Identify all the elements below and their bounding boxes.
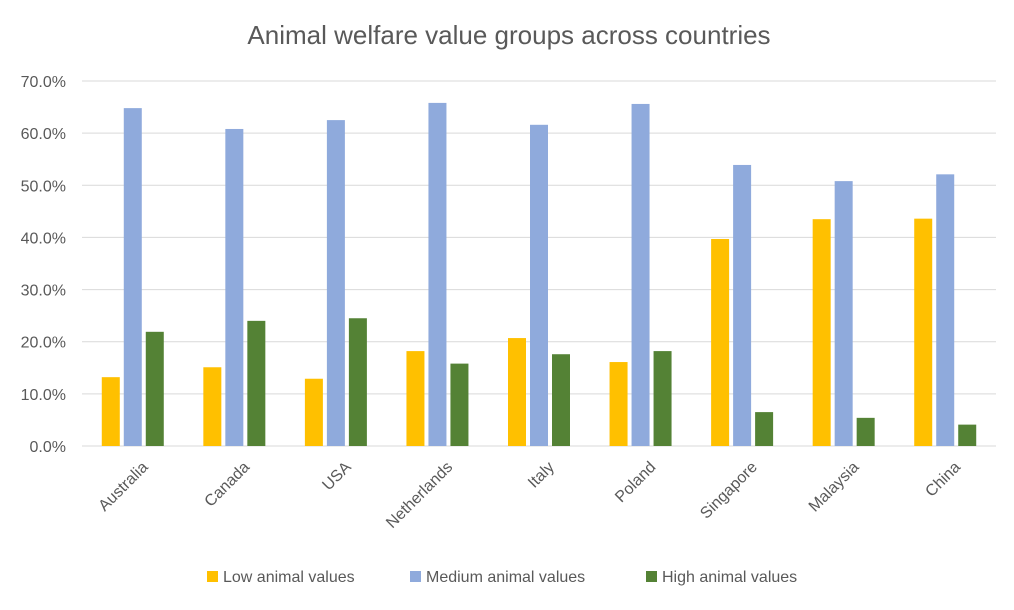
y-tick-label: 70.0% <box>21 74 66 91</box>
bar <box>711 238 730 446</box>
bars <box>101 102 977 447</box>
y-tick-label: 60.0% <box>21 126 66 143</box>
bar <box>834 181 853 446</box>
legend-swatch <box>646 571 657 582</box>
bar <box>958 424 977 446</box>
y-axis-ticks: 0.0% 10.0% 20.0% 30.0% 40.0% 50.0% 60.0% 70.0% <box>21 74 66 456</box>
x-category-label: Australia <box>96 459 152 515</box>
legend-label: High animal values <box>662 569 797 586</box>
bar <box>225 128 244 446</box>
bar <box>936 174 955 447</box>
bar <box>609 362 628 446</box>
bar <box>203 367 222 446</box>
bar <box>733 164 752 446</box>
y-tick-label: 50.0% <box>21 178 66 195</box>
bar <box>653 351 672 446</box>
x-category-label: Singapore <box>697 459 761 523</box>
x-category-label: Italy <box>525 459 558 492</box>
bar <box>856 417 875 446</box>
bar <box>428 102 447 447</box>
legend-label: Low animal values <box>223 569 355 586</box>
y-tick-label: 30.0% <box>21 283 66 300</box>
bar <box>348 318 367 446</box>
bar <box>755 412 774 446</box>
x-axis-labels: Australia Canada USA Netherlands Italy Poland… <box>96 459 965 532</box>
y-tick-label: 0.0% <box>30 439 66 456</box>
bar <box>406 351 425 446</box>
bar <box>530 124 548 447</box>
bar <box>552 354 570 446</box>
y-tick-label: 20.0% <box>21 335 66 352</box>
x-category-label: China <box>922 459 964 501</box>
legend-label: Medium animal values <box>426 569 585 586</box>
legend-swatch <box>410 571 421 582</box>
bar <box>914 218 933 446</box>
bar <box>812 219 831 446</box>
bar <box>450 363 469 446</box>
y-tick-label: 40.0% <box>21 230 66 247</box>
x-category-label: Poland <box>612 459 659 506</box>
bar <box>123 108 142 446</box>
y-tick-label: 10.0% <box>21 387 66 404</box>
legend: Low animal values Medium animal values Hig… <box>207 569 797 586</box>
bar <box>101 377 120 446</box>
x-category-label: Netherlands <box>383 459 456 532</box>
x-category-label: Canada <box>202 459 254 511</box>
bar <box>631 103 650 446</box>
x-category-label: USA <box>319 459 355 495</box>
chart-title: Animal welfare value groups across count… <box>247 20 770 50</box>
bar <box>326 120 345 446</box>
x-category-label: Malaysia <box>806 459 863 516</box>
bar <box>145 331 164 446</box>
bar <box>508 338 526 446</box>
bar <box>304 378 323 446</box>
legend-swatch <box>207 571 218 582</box>
bar <box>247 320 266 446</box>
